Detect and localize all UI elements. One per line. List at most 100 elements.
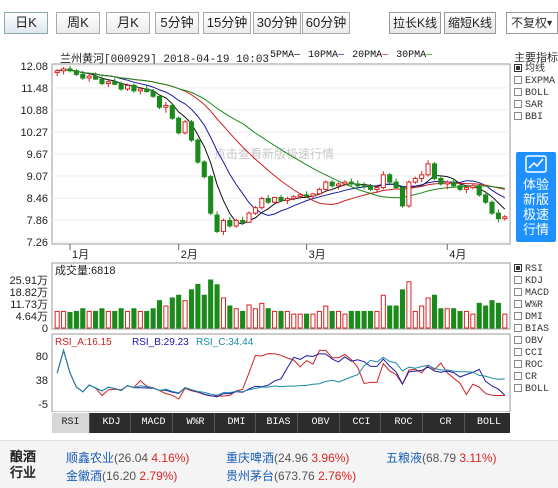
checkbox-icon — [514, 360, 522, 369]
stock-link[interactable]: 重庆啤酒(24.96 3.96%) — [226, 449, 349, 466]
period-5min-button[interactable]: 5分钟 — [155, 12, 199, 34]
period-week-k-button[interactable]: 周K — [56, 12, 100, 34]
candle-body — [246, 212, 252, 223]
checkbox-icon — [514, 372, 522, 381]
volume-bar — [208, 279, 214, 329]
stock-name: 顺鑫农业 — [66, 451, 115, 465]
price-axis: 12.08 11.48 10.88 10.27 9.67 9.07 8.46 7.86 7.26 — [20, 61, 48, 249]
volume-bar — [419, 305, 425, 329]
tab-wr[interactable]: W%R — [177, 413, 215, 433]
sub-indicator-obv[interactable]: OBV — [514, 336, 558, 348]
candle-body — [342, 181, 348, 185]
candle-body — [329, 181, 335, 187]
tab-bias[interactable]: BIAS — [260, 413, 298, 433]
main-indicator-sar[interactable]: SAR — [514, 100, 558, 112]
sub-indicator-wr[interactable]: W%R — [514, 300, 558, 312]
volume-bar — [86, 310, 92, 329]
candle-body — [380, 174, 386, 189]
period-60min-button[interactable]: 60分钟 — [302, 12, 350, 34]
volume-bar — [112, 310, 118, 329]
volume-bar — [387, 305, 393, 329]
rsi-lines — [56, 348, 506, 400]
period-day-k-button[interactable]: 日K — [4, 12, 48, 34]
ma20-label: 20PMA— — [352, 50, 389, 61]
adjust-select[interactable]: 不复权 ▼ — [506, 12, 558, 34]
period-month-k-button[interactable]: 月K — [106, 12, 150, 34]
sub-indicator-cci[interactable]: CCI — [514, 348, 558, 360]
stock-link[interactable]: 顺鑫农业(26.04 4.16%) — [66, 449, 189, 466]
volume-bar — [201, 294, 207, 329]
main-indicator-boll[interactable]: BOLL — [514, 88, 558, 100]
sub-indicator-macd[interactable]: MACD — [514, 288, 558, 300]
volume-bar — [502, 313, 508, 329]
volume-tick-label: 0 — [42, 323, 48, 335]
lengthen-k-button[interactable]: 拉长K线 — [389, 12, 441, 34]
volume-bar — [214, 284, 220, 329]
sub-indicator-cr-label: CR — [525, 372, 538, 383]
candle-body — [105, 81, 111, 85]
tab-dmi[interactable]: DMI — [218, 413, 256, 433]
volume-bar — [163, 305, 169, 329]
sub-indicator-roc[interactable]: ROC — [514, 360, 558, 372]
stock-link[interactable]: 金徽酒(16.20 2.79%) — [66, 467, 177, 484]
candle-body — [182, 121, 188, 134]
stock-link[interactable]: 五粮液(68.79 3.11%) — [386, 449, 497, 466]
rsi-tick-label: 38 — [36, 375, 48, 387]
main-indicator-bbi[interactable]: BBI — [514, 112, 558, 124]
sub-indicator-rsi[interactable]: RSI — [514, 264, 558, 276]
candle-body — [240, 219, 246, 223]
stock-change: 3.11%) — [459, 451, 497, 465]
rsi-tick-label: -5 — [38, 399, 48, 411]
volume-bar — [431, 294, 438, 329]
volume-bar — [284, 310, 290, 329]
tab-cci[interactable]: CCI — [343, 413, 381, 433]
candle-body — [144, 88, 150, 93]
sub-indicator-boll[interactable]: BOLL — [514, 384, 558, 396]
sub-indicator-cr[interactable]: CR — [514, 372, 558, 384]
candle-body — [463, 187, 469, 190]
main-indicator-ma[interactable]: 均线 — [514, 64, 558, 76]
stock-link[interactable]: 贵州茅台(673.76 2.76%) — [226, 467, 356, 484]
candle-body — [163, 104, 169, 108]
rsi-tick-label: 80 — [36, 351, 48, 363]
month-tick-label: 2月 — [181, 249, 198, 261]
ma10-text: 10PMA — [308, 50, 339, 61]
promo-new-quote-button[interactable]: 体验 新版 极速 行情 — [516, 152, 556, 242]
volume-bar — [361, 310, 367, 329]
volume-bar — [67, 312, 73, 329]
volume-bar — [406, 281, 412, 329]
tab-cr[interactable]: CR — [427, 413, 465, 433]
tab-kdj[interactable]: KDJ — [93, 413, 131, 433]
candle-body — [208, 176, 214, 214]
period-30min-button[interactable]: 30分钟 — [253, 12, 301, 34]
sub-indicator-bias[interactable]: BIAS — [514, 324, 558, 336]
ma10-line — [57, 69, 506, 217]
tab-roc[interactable]: ROC — [385, 413, 423, 433]
volume-bar — [176, 294, 182, 329]
volume-bar — [463, 310, 469, 329]
volume-bar — [451, 308, 457, 329]
sub-indicator-wr-label: W%R — [525, 300, 544, 311]
shorten-k-button[interactable]: 缩短K线 — [444, 12, 496, 34]
stock-chart[interactable]: 12.08 11.48 10.88 10.27 9.67 9.07 8.46 7.86 7.26… — [0, 0, 514, 412]
sub-indicator-boll-label: BOLL — [525, 384, 550, 395]
volume-bar — [272, 310, 278, 329]
sub-indicator-kdj[interactable]: KDJ — [514, 276, 558, 288]
volume-bar — [329, 310, 335, 329]
tab-macd[interactable]: MACD — [135, 413, 173, 433]
sub-indicator-dmi[interactable]: DMI — [514, 312, 558, 324]
sector-label[interactable]: 酿酒 行业 — [10, 449, 38, 481]
volume-tick-label: 25.91万 — [9, 275, 48, 287]
tab-obv[interactable]: OBV — [302, 413, 340, 433]
period-15min-button[interactable]: 15分钟 — [203, 12, 251, 34]
main-indicator-expma[interactable]: EXPMA — [514, 76, 558, 88]
candle-body — [54, 70, 60, 74]
volume-bar — [355, 310, 361, 329]
candle-body — [291, 196, 297, 200]
price-tick-label: 7.26 — [27, 237, 48, 249]
tab-rsi[interactable]: RSI — [52, 413, 90, 433]
checkbox-icon — [514, 384, 522, 393]
sub-indicator-panel: RSI KDJ MACD W%R DMI BIAS OBV CCI ROC CR… — [514, 264, 558, 396]
tab-boll[interactable]: BOLL — [476, 417, 501, 428]
sector-line-1: 酿酒 — [10, 449, 37, 464]
